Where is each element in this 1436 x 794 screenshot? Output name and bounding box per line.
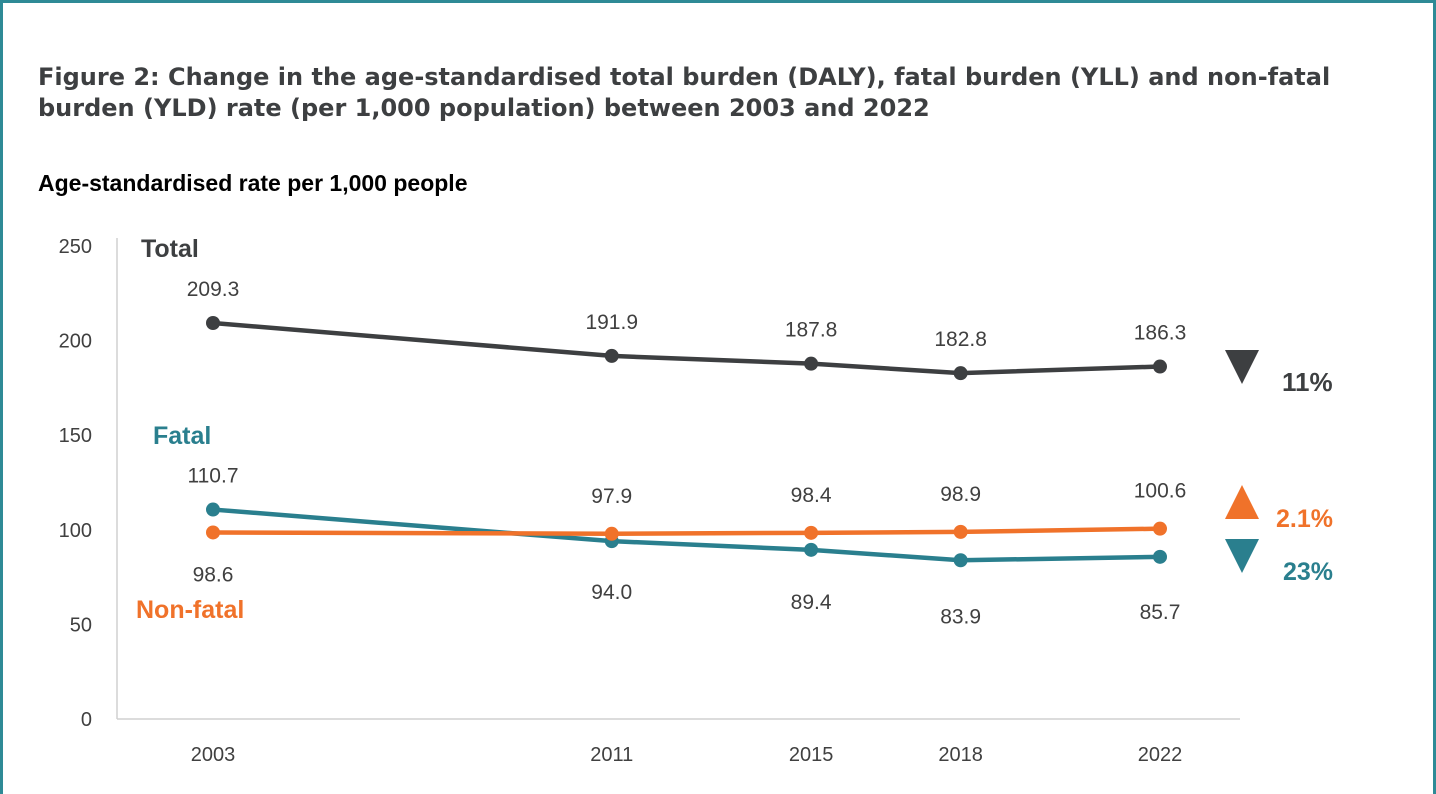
triangle-down-icon-fatal [1225,539,1259,573]
data-label-total: 182.8 [934,328,987,351]
data-label-nonfatal: 98.6 [193,563,234,586]
series-line-nonfatal [212,526,1161,537]
figure-title: Figure 2: Change in the age-standardised… [38,63,1331,122]
y-tick-label: 150 [59,425,92,447]
triangle-down-icon-total [1225,350,1259,384]
y-tick-label: 200 [59,331,92,353]
data-point-fatal [953,553,968,568]
series-name-fatal: Fatal [153,422,211,450]
chart-title: Age-standardised rate per 1,000 people [38,170,468,196]
data-label-nonfatal: 100.6 [1134,480,1187,503]
change-value-fatal: 23% [1283,558,1333,586]
x-tick-label: 2015 [789,744,834,766]
data-point-total [953,366,968,381]
change-badges: 23% 2.1% 11% [1225,350,1333,586]
data-point-nonfatal [953,524,968,539]
x-tick-label: 2022 [1138,744,1183,766]
data-point-total [804,356,819,371]
series-name-total: Total [141,235,199,263]
data-label-fatal: 94.0 [591,581,632,604]
data-point-nonfatal [804,525,819,540]
data-label-fatal: 89.4 [791,591,832,614]
y-tick-label: 50 [70,614,92,636]
data-label-total: 191.9 [585,311,638,334]
data-point-nonfatal [604,526,619,541]
data-point-nonfatal [1153,521,1167,536]
data-label-fatal: 85.7 [1140,601,1181,624]
data-label-fatal: 83.9 [940,605,981,628]
data-point-fatal [1153,549,1167,564]
y-tick-label: 100 [59,520,92,542]
data-label-fatal: 110.7 [188,465,239,488]
series-name-nonfatal: Non-fatal [136,596,244,624]
data-label-nonfatal: 98.4 [791,484,832,507]
labels-layer: 110.7 94.0 89.4 83.9 85.7 Fatal 98.6 97.9 98.4 98… [136,235,1186,628]
series-line-total [212,320,1161,376]
data-point-total [604,348,619,363]
y-tick-label: 0 [81,709,92,731]
data-label-nonfatal: 97.9 [591,485,632,508]
y-tick-label: 250 [59,236,92,258]
x-tick-label: 2003 [191,744,236,766]
data-label-total: 187.8 [785,319,838,342]
change-value-nonfatal: 2.1% [1276,505,1333,533]
data-point-total [206,316,220,331]
triangle-up-icon-nonfatal [1225,485,1259,519]
x-tick-label: 2018 [938,744,983,766]
data-label-nonfatal: 98.9 [940,483,981,506]
data-point-total [1153,359,1167,374]
data-point-fatal [804,542,819,557]
series-layer [206,316,1167,568]
data-label-total: 186.3 [1134,322,1187,345]
data-label-total: 209.3 [187,278,240,301]
chart-axes: 0 50 100 150 200 250 2003 2011 2015 2018 2022 [59,236,1240,766]
data-point-nonfatal [206,525,220,540]
data-point-fatal [206,502,220,517]
change-value-total: 11% [1282,367,1333,397]
x-tick-label: 2011 [590,744,633,766]
